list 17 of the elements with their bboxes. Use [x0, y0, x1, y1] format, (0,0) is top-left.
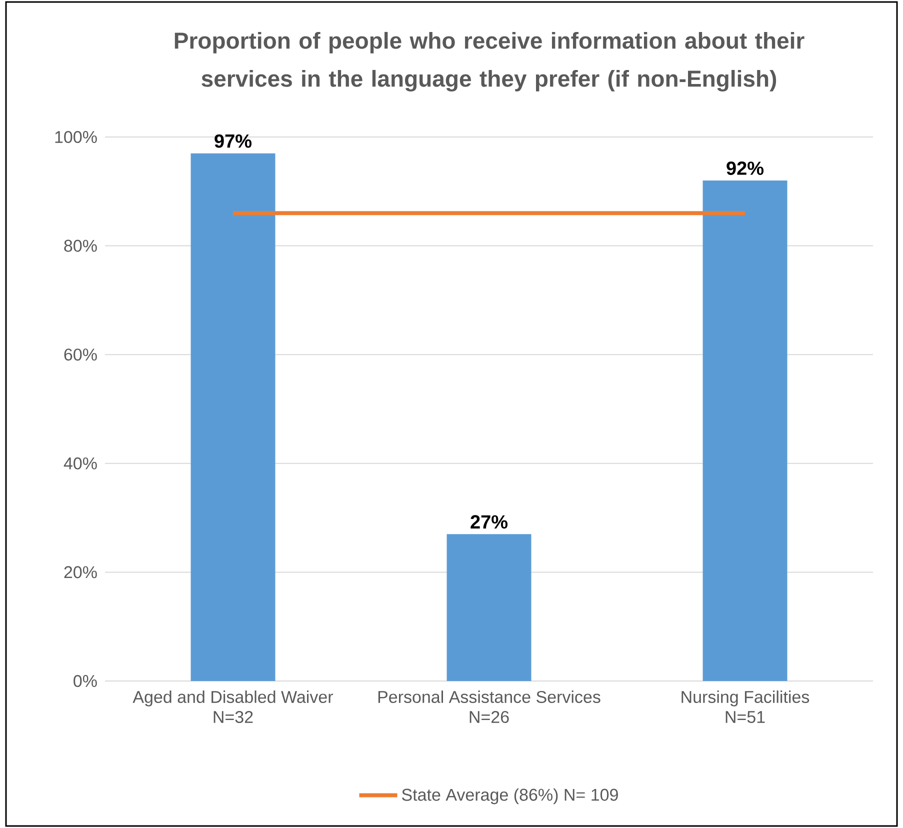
y-tick-label: 0% — [74, 674, 97, 688]
y-tick-label: 100% — [55, 130, 97, 144]
bar — [702, 180, 788, 681]
bar — [190, 153, 276, 681]
y-tick-label: 60% — [64, 348, 97, 361]
x-tick-label: Aged and Disabled Waiver N=32 — [132, 690, 334, 724]
data-label: 97% — [214, 134, 252, 148]
y-tick-label: 40% — [64, 457, 97, 470]
x-tick-label: Personal Assistance Services N=26 — [378, 690, 600, 724]
x-tick-label: Nursing Facilities N=51 — [682, 690, 810, 724]
bar — [446, 534, 532, 681]
chart-title: Proportion of people who receive information about their services in the language they prefer (if non-English) — [174, 32, 804, 92]
y-tick-label: 80% — [64, 240, 97, 252]
data-label: 92% — [726, 162, 764, 175]
data-label: 27% — [470, 515, 508, 529]
y-tick-label: 20% — [64, 566, 97, 578]
legend-label: State Average (86%) N= 109 — [402, 788, 618, 804]
